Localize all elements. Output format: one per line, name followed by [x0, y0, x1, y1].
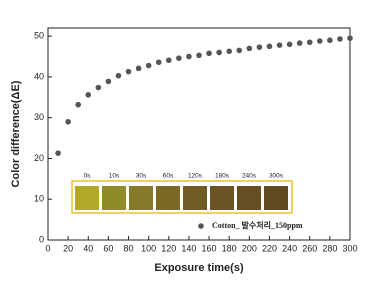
- point: [347, 35, 353, 41]
- y-tick-label: 40: [34, 71, 44, 81]
- point: [176, 55, 182, 61]
- swatch: [237, 186, 261, 210]
- point: [236, 47, 243, 54]
- point: [135, 65, 142, 72]
- inset-label: 180s: [215, 173, 230, 180]
- x-tick-label: 0: [45, 243, 50, 253]
- inset-label: 60s: [163, 173, 174, 180]
- swatch: [156, 186, 180, 210]
- point: [327, 37, 333, 44]
- x-tick-label: 100: [141, 243, 156, 253]
- swatch: [102, 186, 126, 210]
- point: [286, 41, 293, 48]
- swatch: [75, 186, 99, 210]
- swatch: [264, 186, 288, 210]
- inset-label: 30s: [136, 173, 147, 180]
- x-tick-label: 220: [262, 243, 277, 253]
- point: [125, 68, 132, 75]
- legend-marker: [198, 223, 204, 229]
- y-tick-label: 30: [34, 112, 44, 122]
- x-tick-label: 260: [302, 243, 317, 253]
- inset-label: 10s: [109, 173, 120, 180]
- y-tick-label: 20: [34, 153, 44, 163]
- x-tick-label: 180: [222, 243, 237, 253]
- point: [145, 62, 152, 69]
- x-tick-label: 200: [242, 243, 257, 253]
- swatch: [210, 186, 234, 210]
- point: [65, 118, 71, 125]
- inset-label: 0s: [84, 173, 92, 180]
- swatch: [183, 186, 207, 210]
- inset-label: 120s: [188, 173, 203, 180]
- x-axis-title: Exposure time(s): [154, 262, 244, 274]
- point: [266, 43, 273, 50]
- point: [75, 101, 81, 108]
- x-tick-label: 140: [181, 243, 196, 253]
- point: [55, 150, 61, 156]
- point: [296, 40, 303, 46]
- point: [196, 52, 202, 59]
- plot-frame: [47, 27, 351, 241]
- point: [306, 39, 313, 46]
- point: [186, 53, 192, 60]
- point: [256, 44, 263, 50]
- x-tick-label: 120: [161, 243, 176, 253]
- point: [226, 48, 232, 55]
- x-tick-label: 280: [322, 243, 337, 253]
- x-tick-label: 300: [342, 243, 357, 253]
- x-tick-label: 160: [202, 243, 217, 253]
- point: [166, 57, 172, 64]
- point: [105, 78, 112, 85]
- x-tick-label: 80: [124, 243, 134, 253]
- point: [337, 36, 343, 42]
- point: [206, 50, 212, 57]
- x-tick-label: 40: [83, 243, 93, 253]
- point: [155, 59, 162, 66]
- point: [85, 92, 92, 98]
- point: [246, 45, 253, 52]
- point: [95, 84, 102, 91]
- point: [115, 72, 122, 79]
- y-axis-title: Color difference(ΔE): [10, 80, 22, 187]
- point: [216, 49, 222, 56]
- swatch: [129, 186, 153, 210]
- y-tick-label: 50: [34, 31, 44, 41]
- y-tick-label: 0: [39, 234, 44, 244]
- y-tick-label: 10: [34, 194, 44, 204]
- legend-label: Cotton_ 발수처리_150ppm: [212, 220, 303, 230]
- x-tick-label: 60: [103, 243, 113, 253]
- x-tick-label: 240: [282, 243, 297, 253]
- point: [276, 42, 283, 48]
- inset-swatches: [75, 186, 288, 210]
- point: [317, 38, 323, 44]
- x-tick-label: 20: [63, 243, 73, 253]
- inset-label: 300s: [269, 173, 284, 180]
- inset-label: 240s: [242, 173, 257, 180]
